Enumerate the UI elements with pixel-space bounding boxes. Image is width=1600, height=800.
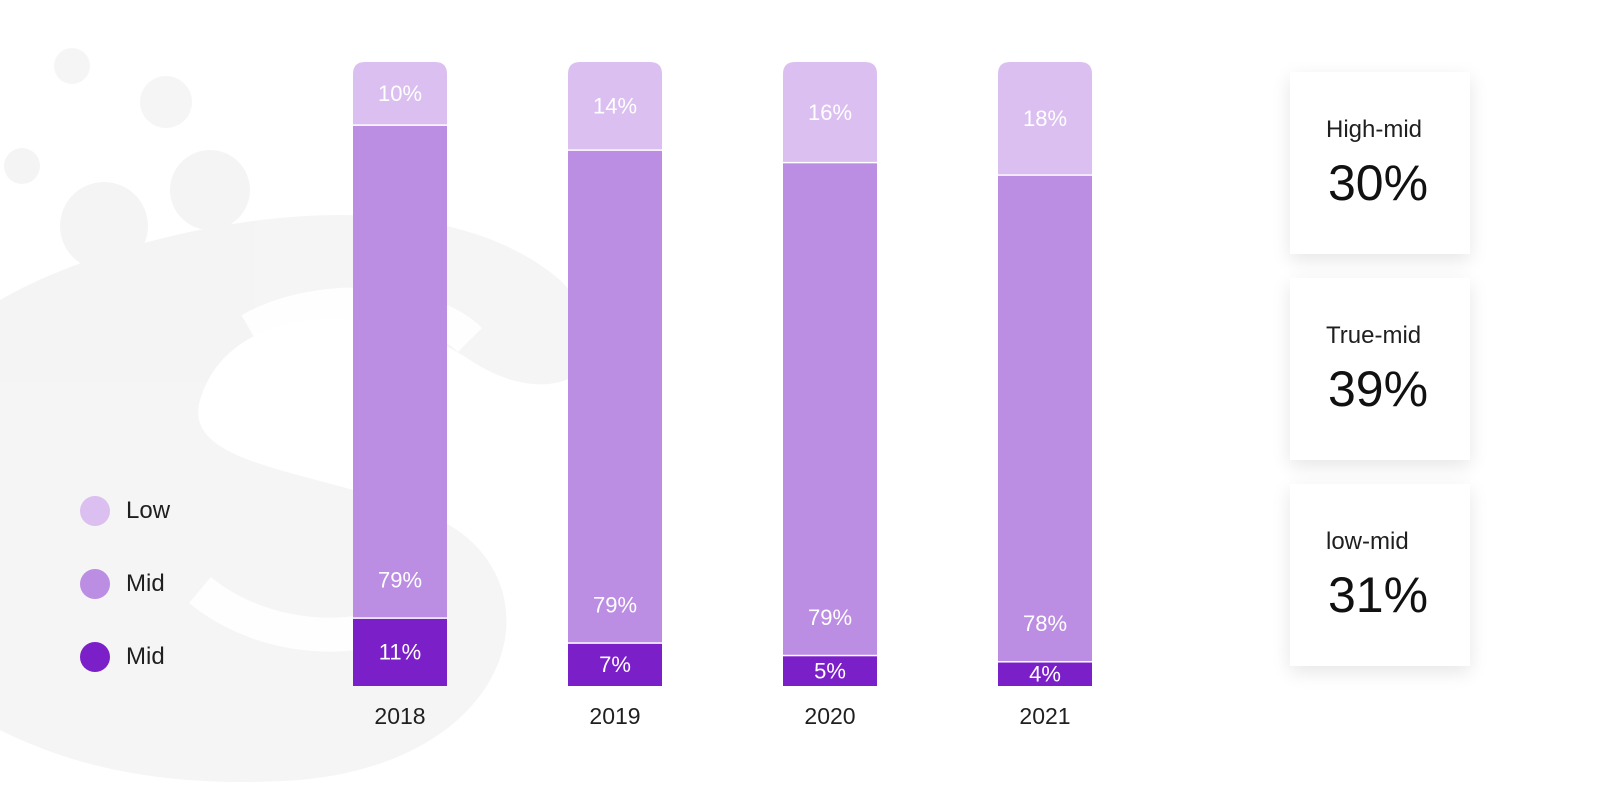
x-tick-label: 2018 — [374, 703, 425, 729]
stat-label: High-mid — [1326, 116, 1423, 143]
stat-value: 31% — [1328, 567, 1429, 623]
stat-card-high-mid: High-mid 30% — [1290, 72, 1470, 254]
bar-segment — [353, 124, 447, 618]
legend-label: Low — [126, 497, 171, 524]
bar-segment — [783, 654, 877, 686]
data-label: 5% — [814, 658, 846, 683]
stat-label: True-mid — [1326, 322, 1422, 349]
legend-swatch-icon — [80, 496, 110, 526]
bar-segment — [568, 149, 662, 643]
stat-card-true-mid: True-mid 39% — [1290, 278, 1470, 460]
bar-segment — [353, 62, 447, 125]
bar-segment — [998, 62, 1092, 175]
x-tick-label: 2021 — [1019, 703, 1070, 729]
stat-value: 30% — [1328, 155, 1429, 211]
bar-segment — [353, 617, 447, 686]
data-label: 11% — [379, 640, 421, 665]
data-label: 14% — [593, 94, 637, 119]
data-label: 18% — [1023, 106, 1067, 131]
bar-segment — [568, 62, 662, 150]
data-label: 78% — [1023, 611, 1067, 636]
data-label: 79% — [593, 592, 637, 617]
x-tick-label: 2020 — [804, 703, 855, 729]
legend-item-mid-dark: Mid — [80, 641, 170, 673]
legend-label: Mid — [126, 643, 165, 670]
data-label: 79% — [378, 567, 422, 592]
data-label: 16% — [808, 100, 852, 125]
legend-item-low: Low — [80, 495, 170, 527]
data-label: 4% — [1029, 662, 1061, 687]
legend-label: Mid — [126, 570, 165, 597]
legend-swatch-icon — [80, 569, 110, 599]
data-label: 79% — [808, 605, 852, 630]
stat-label: low-mid — [1326, 528, 1409, 555]
bar-segment — [783, 62, 877, 162]
stat-value: 39% — [1328, 361, 1429, 417]
data-label: 7% — [599, 652, 631, 677]
bar-segment — [998, 661, 1092, 686]
bar-segment — [783, 161, 877, 655]
legend-swatch-icon — [80, 642, 110, 672]
bar-segment — [998, 174, 1092, 662]
stat-card-low-mid: low-mid 31% — [1290, 484, 1470, 666]
legend-item-mid: Mid — [80, 568, 170, 600]
bar-segment — [568, 642, 662, 686]
legend: Low Mid Mid — [80, 495, 170, 714]
x-tick-label: 2019 — [589, 703, 640, 729]
data-label: 10% — [378, 81, 422, 106]
